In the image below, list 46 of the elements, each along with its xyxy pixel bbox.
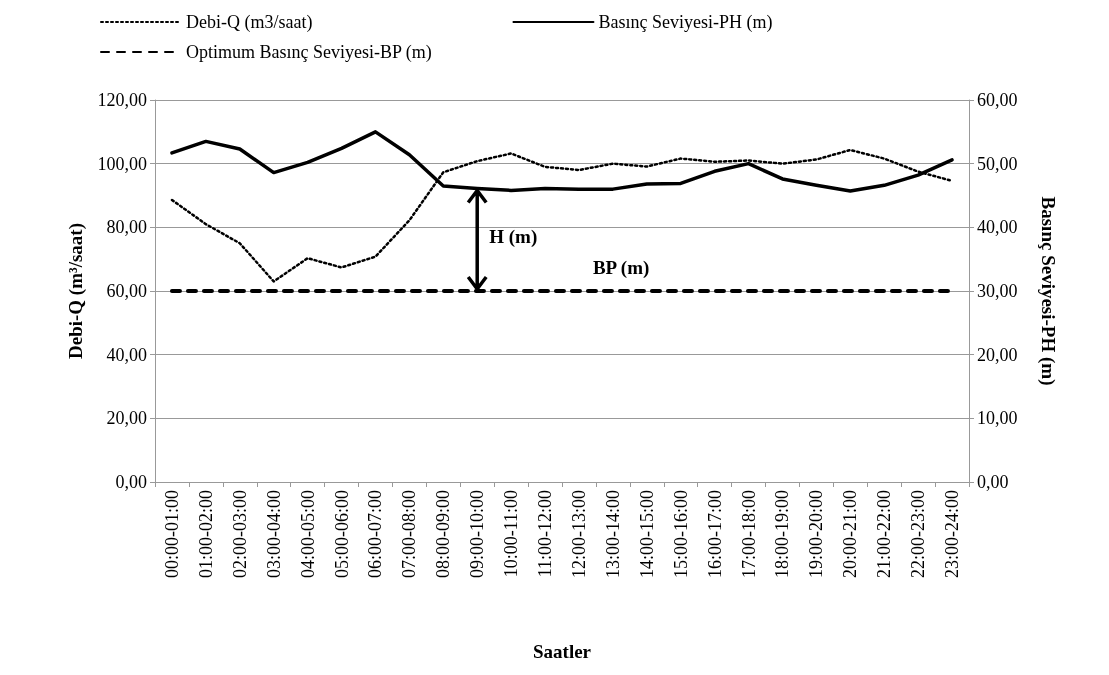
x-tick-label: 23:00-24:00	[942, 490, 963, 578]
x-tick-label: 04:00-05:00	[297, 490, 318, 578]
x-tick-label: 02:00-03:00	[229, 490, 250, 578]
x-tick-label: 03:00-04:00	[263, 490, 284, 578]
y-tick-label: 20,00	[106, 408, 147, 429]
x-axis-title: Saatler	[532, 641, 592, 662]
x-tick-label: 15:00-16:00	[670, 490, 691, 578]
y-tick-label: 40,00	[106, 344, 147, 365]
y2-tick-label: 60,00	[977, 90, 1018, 110]
x-tick-label: 08:00-09:00	[433, 490, 454, 578]
x-tick-label: 10:00-11:00	[501, 490, 522, 578]
y2-tick-label: 0,00	[977, 472, 1009, 492]
x-tick-label: 22:00-23:00	[908, 490, 929, 578]
y2-tick-label: 40,00	[977, 217, 1018, 238]
x-tick-label: 11:00-12:00	[535, 490, 556, 578]
y-tick-label: 120,00	[97, 90, 147, 110]
y-tick-label: 0,00	[115, 472, 147, 492]
x-tick-label: 19:00-20:00	[806, 490, 827, 578]
y-tick-label: 60,00	[106, 281, 147, 301]
x-tick-label: 17:00-18:00	[738, 490, 759, 578]
x-tick-label: 06:00-07:00	[365, 490, 386, 578]
x-tick-label: 09:00-10:00	[467, 490, 488, 578]
x-tick-label: 00:00-01:00	[161, 490, 182, 578]
y2-tick-label: 30,00	[977, 281, 1018, 301]
y2-axis-title: Basınç Seviyesi-PH (m)	[1037, 196, 1059, 386]
y2-tick-label: 10,00	[977, 408, 1018, 429]
y-axis-title: Debi-Q (m³/saat)	[65, 222, 87, 360]
y2-tick-label: 20,00	[977, 344, 1018, 365]
x-tick-label: 14:00-15:00	[636, 490, 657, 578]
y2-tick-label: 50,00	[977, 153, 1018, 174]
x-tick-label: 13:00-14:00	[602, 490, 623, 578]
annotation: H (m)	[489, 225, 538, 248]
x-tick-label: 05:00-06:00	[331, 490, 352, 578]
x-tick-label: 18:00-19:00	[772, 490, 793, 578]
x-tick-label: 07:00-08:00	[399, 490, 420, 578]
x-tick-label: 12:00-13:00	[568, 490, 589, 578]
y-tick-label: 80,00	[106, 217, 147, 238]
legend-label: Basınç Seviyesi-PH (m)	[598, 12, 773, 33]
y-tick-label: 100,00	[97, 153, 147, 174]
x-tick-label: 01:00-02:00	[195, 490, 216, 578]
annotation: BP (m)	[592, 257, 650, 279]
x-tick-label: 21:00-22:00	[874, 490, 895, 578]
legend-label: Optimum Basınç Seviyesi-BP (m)	[186, 42, 432, 63]
x-tick-label: 20:00-21:00	[840, 490, 861, 578]
legend-label: Debi-Q (m3/saat)	[186, 12, 313, 33]
x-tick-label: 16:00-17:00	[704, 490, 725, 578]
